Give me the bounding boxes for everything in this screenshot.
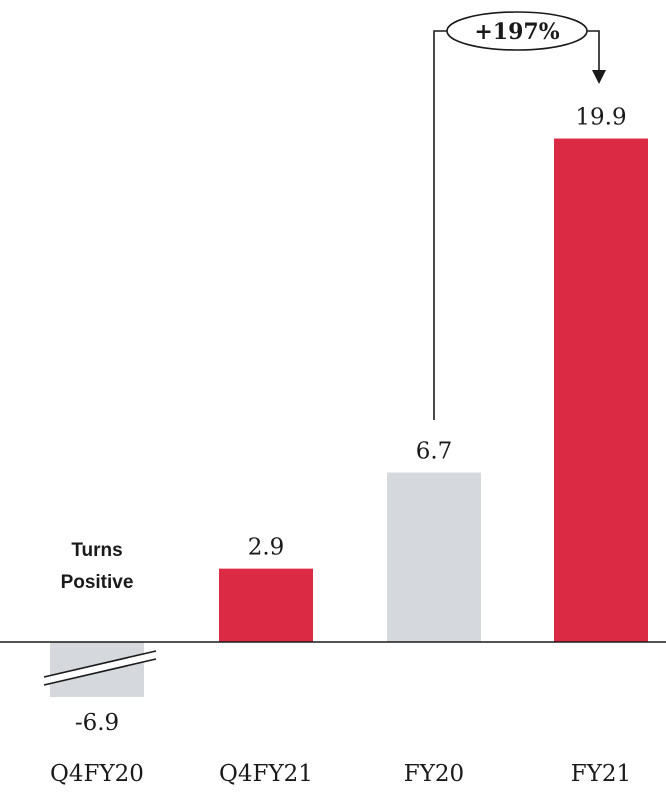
bar-fy20 bbox=[387, 472, 481, 642]
growth-annotation: +197% bbox=[433, 11, 606, 420]
axis-break-marker bbox=[43, 650, 157, 686]
category-label-q4fy21: Q4FY21 bbox=[219, 761, 313, 787]
category-label-q4fy20: Q4FY20 bbox=[50, 761, 144, 787]
category-label-fy21: FY21 bbox=[571, 761, 631, 787]
category-label-fy20: FY20 bbox=[404, 761, 464, 787]
turns-positive-line-2: Positive bbox=[61, 572, 134, 593]
value-label-q4fy20: -6.9 bbox=[75, 710, 119, 736]
growth-arrowhead bbox=[592, 70, 606, 84]
bar-fy21 bbox=[554, 138, 648, 642]
growth-bubble bbox=[446, 11, 588, 51]
value-label-q4fy21: 2.9 bbox=[248, 535, 285, 561]
category-labels-group: Q4FY20 Q4FY21 FY20 FY21 bbox=[50, 761, 631, 787]
growth-label: +197% bbox=[474, 19, 559, 45]
turns-positive-line-1: Turns bbox=[71, 540, 122, 561]
bars-group bbox=[50, 138, 648, 697]
value-label-fy20: 6.7 bbox=[416, 438, 453, 464]
bar-q4fy21 bbox=[219, 568, 313, 642]
value-labels-group: -6.9 2.9 6.7 19.9 bbox=[75, 105, 627, 736]
value-label-fy21: 19.9 bbox=[575, 105, 626, 131]
